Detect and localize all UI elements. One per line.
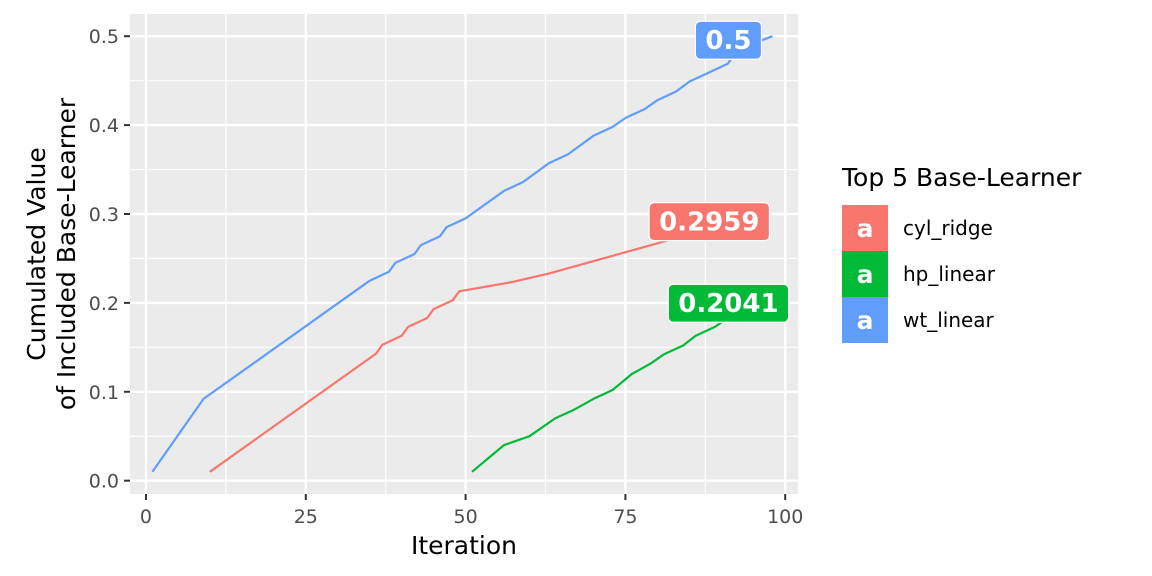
end-label-wt-linear: 0.5 bbox=[694, 20, 763, 60]
legend-key bbox=[842, 205, 888, 251]
x-axis-title: Iteration bbox=[411, 531, 517, 560]
legend-key-glyph: a bbox=[857, 260, 874, 289]
y-tick-label: 0.4 bbox=[89, 115, 119, 137]
x-tick-label: 25 bbox=[294, 506, 318, 528]
minor-gridlines bbox=[130, 14, 798, 494]
y-axis-title-line-2: of Included Base-Learner bbox=[52, 97, 81, 410]
legend-item-label: hp_linear bbox=[903, 262, 996, 286]
legend-key-glyph: a bbox=[857, 306, 874, 335]
x-axis: 0 25 50 75 100 bbox=[140, 494, 803, 528]
y-tick-label: 0.0 bbox=[89, 471, 119, 493]
x-tick-label: 0 bbox=[140, 506, 152, 528]
legend-key-glyph: a bbox=[857, 214, 874, 243]
end-label-value: 0.2959 bbox=[659, 208, 759, 238]
y-tick-label: 0.2 bbox=[89, 293, 119, 315]
end-label-cyl-ridge: 0.2959 bbox=[648, 202, 771, 242]
series-line-cyl-ridge bbox=[209, 216, 754, 473]
end-label-value: 0.5 bbox=[705, 26, 751, 56]
legend-item-label: cyl_ridge bbox=[903, 216, 993, 240]
end-label-box bbox=[667, 283, 790, 323]
end-label-hp-linear: 0.2041 bbox=[667, 283, 790, 323]
y-axis: 0.0 0.1 0.2 0.3 0.4 0.5 bbox=[89, 26, 130, 493]
legend-item-cyl-ridge: a cyl_ridge bbox=[842, 205, 993, 251]
series-line-wt-linear bbox=[151, 35, 773, 473]
panel-background bbox=[130, 14, 798, 494]
legend-item-hp-linear: a hp_linear bbox=[842, 251, 996, 297]
end-labels: 0.2959 0.2041 0.5 bbox=[648, 20, 790, 323]
y-tick-label: 0.3 bbox=[89, 204, 119, 226]
y-axis-title: Cumulated Value of Included Base-Learner bbox=[22, 97, 81, 410]
end-label-value: 0.2041 bbox=[678, 289, 778, 319]
y-tick-label: 0.5 bbox=[89, 26, 119, 48]
end-label-box bbox=[694, 20, 763, 60]
legend-item-wt-linear: a wt_linear bbox=[842, 297, 995, 343]
end-label-box bbox=[648, 202, 771, 242]
legend-title: Top 5 Base-Learner bbox=[841, 163, 1082, 192]
x-tick-label: 50 bbox=[454, 506, 478, 528]
x-tick-label: 75 bbox=[613, 506, 637, 528]
legend-item-label: wt_linear bbox=[903, 308, 995, 332]
y-tick-label: 0.1 bbox=[89, 382, 119, 404]
legend-key bbox=[842, 251, 888, 297]
legend-key bbox=[842, 297, 888, 343]
y-axis-title-line-1: Cumulated Value bbox=[22, 147, 51, 360]
major-gridlines bbox=[130, 14, 798, 494]
x-tick-label: 100 bbox=[767, 506, 803, 528]
